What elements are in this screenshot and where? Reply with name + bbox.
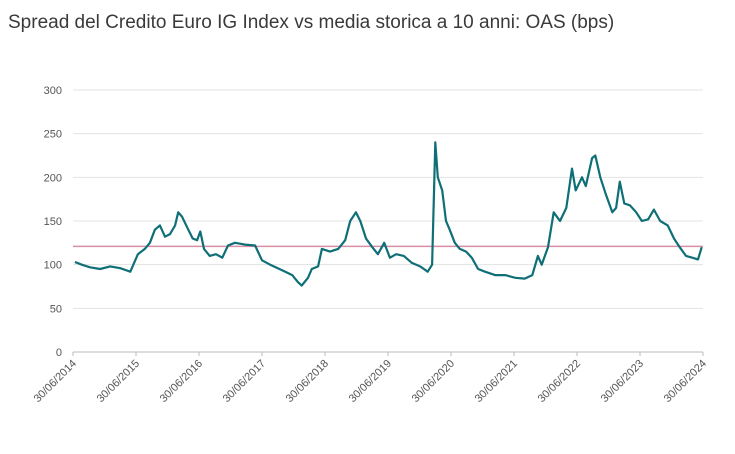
x-tick-label: 30/06/2017 (221, 358, 268, 405)
x-tick-label: 30/06/2024 (662, 358, 709, 405)
chart-title: Spread del Credito Euro IG Index vs medi… (8, 12, 614, 33)
x-tick-label: 30/06/2019 (347, 358, 394, 405)
y-tick-label: 150 (44, 216, 62, 228)
x-tick-label: 30/06/2022 (536, 358, 583, 405)
y-tick-label: 50 (50, 303, 62, 315)
y-tick-label: 250 (44, 129, 62, 141)
x-tick-label: 30/06/2016 (158, 358, 205, 405)
x-tick-label: 30/06/2023 (599, 358, 646, 405)
y-tick-label: 100 (44, 260, 62, 272)
y-tick-label: 200 (44, 172, 62, 184)
x-tick-label: 30/06/2018 (284, 358, 331, 405)
x-tick-label: 30/06/2020 (410, 358, 457, 405)
x-tick-label: 30/06/2015 (95, 358, 142, 405)
x-tick-label: 30/06/2021 (473, 358, 520, 405)
x-tick-label: 30/06/2014 (32, 358, 79, 405)
line-series (74, 141, 703, 287)
y-tick-label: 0 (56, 347, 62, 359)
y-tick-label: 300 (44, 85, 62, 97)
